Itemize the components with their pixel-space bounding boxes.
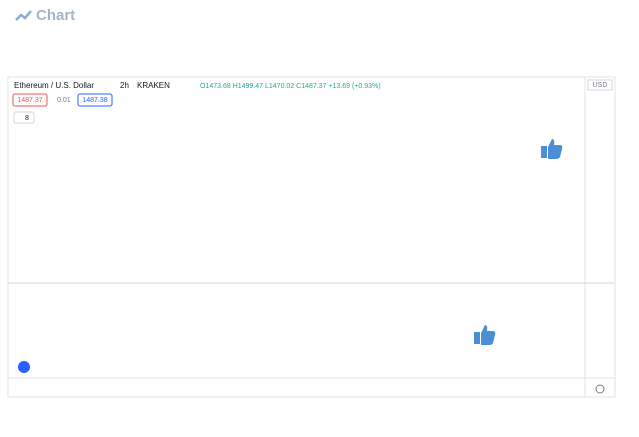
sell-box[interactable] — [12, 93, 48, 107]
tv-badge — [18, 361, 30, 373]
symbol: Ethereum / U.S. Dollar — [14, 81, 94, 90]
interval: 2h — [120, 81, 129, 90]
indicators[interactable]: 8 — [25, 115, 29, 122]
frame — [7, 76, 616, 398]
logo-icon — [15, 10, 32, 21]
exchange: KRAKEN — [137, 81, 170, 90]
currency-box[interactable] — [587, 79, 613, 91]
logo: Chart — [15, 7, 75, 24]
header: Ethereum / U.S. Dollar 2h KRAKEN O1473.6… — [12, 81, 381, 124]
indicators-box[interactable] — [13, 111, 35, 124]
thumb-icon — [474, 139, 563, 345]
ohlc: O1473.68 H1499.47 L1470.02 C1487.37 +13.… — [200, 83, 381, 90]
buy[interactable]: 1487.38 — [82, 97, 107, 104]
logo-text: Chart — [36, 7, 75, 24]
currency: USD — [593, 82, 608, 89]
settings-icon[interactable] — [595, 384, 605, 394]
buy-box[interactable] — [77, 93, 113, 107]
spread: 0.01 — [57, 97, 71, 104]
sell[interactable]: 1487.37 — [17, 97, 42, 104]
